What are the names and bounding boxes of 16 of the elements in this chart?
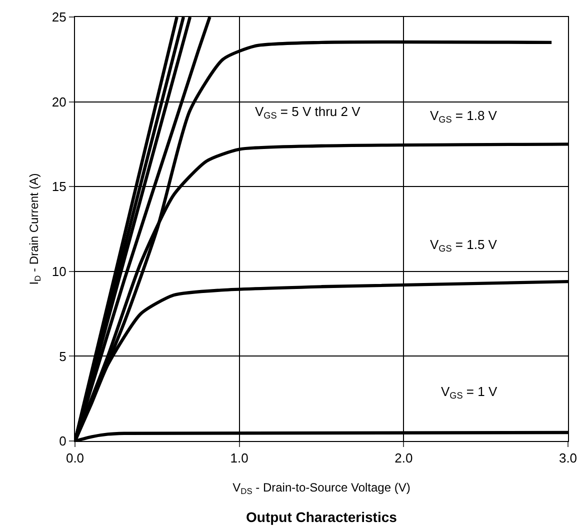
x-tick-label: 0.0	[66, 450, 84, 466]
y-tick-label: 0	[59, 434, 66, 449]
y-tick-label: 5	[59, 348, 66, 364]
annotation: V$_{GS}$ = 1.8 V	[430, 108, 498, 125]
x-tick-label: 2.0	[394, 450, 413, 466]
annotation: V$_{GS}$ = 1.5 V	[430, 237, 498, 254]
x-tick-label: 3.0	[558, 450, 578, 466]
annotation: V$_{GS}$ = 1 V	[441, 384, 498, 401]
text: Output Characteristics	[246, 509, 398, 525]
x-tick-label: 1.0	[230, 450, 248, 466]
y-tick-label: 15	[52, 179, 66, 194]
x-axis-title: V$_{DS}$ - Drain-to-Source Voltage (V)	[232, 480, 410, 496]
annotation: V$_{GS}$ = 5 V thru 2 V	[255, 104, 361, 121]
y-tick-label: 25	[52, 10, 66, 25]
y-tick-label: 20	[52, 94, 66, 110]
y-tick-label: 10	[52, 264, 66, 279]
